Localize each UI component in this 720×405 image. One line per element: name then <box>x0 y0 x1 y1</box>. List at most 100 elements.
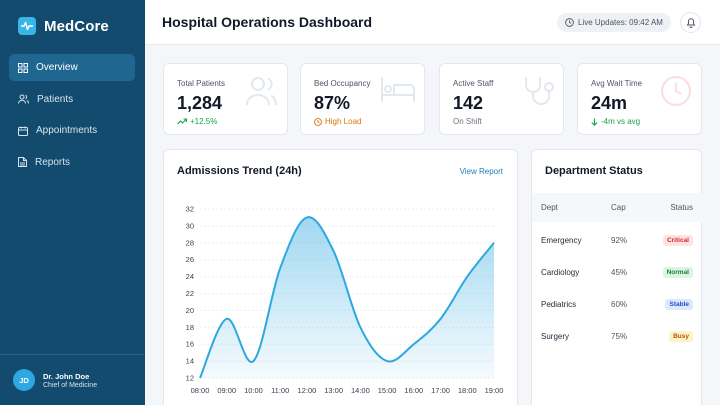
chart-area <box>200 217 494 378</box>
sidebar-item-patients[interactable]: Patients <box>9 86 135 113</box>
view-report-link[interactable]: View Report <box>459 167 503 176</box>
stat-trend: -4m vs avg <box>591 117 640 126</box>
file-icon <box>18 157 27 167</box>
x-tick-label: 11:00 <box>271 386 289 395</box>
users-icon <box>18 94 29 104</box>
stat-value: 24m <box>591 93 628 113</box>
admissions-chart-card: Admissions Trend (24h) View Report 12 14 1… <box>163 149 518 405</box>
user-role: Chief of Medicine <box>43 381 98 389</box>
status-badge: Stable <box>665 298 693 310</box>
x-tick-label: 09:00 <box>217 386 236 395</box>
table-row[interactable]: Cardiology 45% Normal <box>532 256 703 288</box>
x-tick-label: 15:00 <box>378 386 397 395</box>
stat-sub: High Load <box>325 117 362 126</box>
notifications-button[interactable] <box>680 12 701 33</box>
table-row[interactable]: Surgery 75% Busy <box>532 320 703 352</box>
x-tick-label: 19:00 <box>485 386 504 395</box>
x-tick-label: 12:00 <box>298 386 317 395</box>
y-tick-label: 12 <box>186 374 194 383</box>
sidebar-nav: Overview Patients Appointments Reports <box>9 54 135 180</box>
chart-title: Admissions Trend (24h) <box>177 165 302 177</box>
header: Hospital Operations Dashboard Live Updat… <box>145 0 720 45</box>
y-tick-label: 30 <box>186 221 194 230</box>
x-tick-label: 17:00 <box>431 386 450 395</box>
trend-up-icon <box>177 118 187 125</box>
table-row[interactable]: Pediatrics 60% Stable <box>532 288 703 320</box>
stat-sub: On Shift <box>453 117 482 126</box>
status-badge: Normal <box>662 266 693 278</box>
y-tick-label: 24 <box>186 272 194 281</box>
user-profile[interactable]: JD Dr. John Doe Chief of Medicine <box>0 354 145 405</box>
bell-icon <box>686 18 695 28</box>
department-status-card: Department Status Dept Cap Status Emerge… <box>531 149 703 405</box>
status-badge: Busy <box>669 330 693 342</box>
sidebar-item-label: Appointments <box>36 125 98 136</box>
stat-label: Bed Occupancy <box>314 79 371 88</box>
stat-card-active-staff: Active Staff 142 On Shift <box>439 63 564 135</box>
sidebar-item-label: Patients <box>37 93 74 105</box>
stethoscope-icon <box>525 77 554 105</box>
y-tick-label: 14 <box>186 357 194 366</box>
dept-name: Pediatrics <box>541 299 577 309</box>
brand-name: MedCore <box>44 17 109 35</box>
dept-cap: 60% <box>611 299 628 309</box>
x-tick-label: 16:00 <box>404 386 423 395</box>
stat-label: Active Staff <box>453 79 494 88</box>
dept-cap: 75% <box>611 331 628 341</box>
x-tick-label: 13:00 <box>324 386 343 395</box>
page-title: Hospital Operations Dashboard <box>162 14 373 30</box>
y-tick-label: 28 <box>186 238 194 247</box>
table-row[interactable]: Emergency 92% Critical <box>532 224 703 256</box>
user-name: Dr. John Doe <box>43 371 90 381</box>
y-tick-label: 26 <box>186 255 194 264</box>
sidebar: MedCore Overview Patients Appointments R… <box>0 0 145 405</box>
column-header-cap: Cap <box>611 203 626 212</box>
y-tick-label: 20 <box>186 306 194 315</box>
stat-sub: -4m vs avg <box>601 117 641 126</box>
users-icon <box>246 77 277 106</box>
arrow-down-icon <box>591 118 598 126</box>
stat-value: 142 <box>453 93 484 113</box>
stat-value: 1,284 <box>177 93 223 113</box>
dept-name: Emergency <box>541 235 582 245</box>
calendar-icon <box>18 126 28 136</box>
stat-card-total-patients: Total Patients 1,284 +12.5% <box>163 63 288 135</box>
table-header: Dept Cap Status <box>532 193 703 222</box>
stat-status: High Load <box>314 117 361 126</box>
brand[interactable]: MedCore <box>18 17 109 35</box>
x-tick-label: 14:00 <box>351 386 370 395</box>
dept-cap: 92% <box>611 235 628 245</box>
column-header-dept: Dept <box>541 203 558 212</box>
admissions-chart: 12 14 16 18 20 22 24 26 28 30 32 08:00 09:00 10:00 11… <box>186 205 504 396</box>
stat-card-avg-wait-time: Avg Wait Time 24m -4m vs avg <box>577 63 702 135</box>
y-tick-label: 22 <box>186 289 194 298</box>
clock-icon <box>565 18 574 27</box>
stat-label: Total Patients <box>177 79 226 88</box>
clock-icon <box>660 75 692 107</box>
chart-line <box>199 216 495 379</box>
sidebar-item-label: Overview <box>36 62 78 73</box>
dept-name: Surgery <box>541 331 570 341</box>
department-status-title: Department Status <box>545 165 643 177</box>
sidebar-item-label: Reports <box>35 156 71 168</box>
stat-value: 87% <box>314 93 351 113</box>
sidebar-item-appointments[interactable]: Appointments <box>9 117 135 144</box>
sidebar-item-reports[interactable]: Reports <box>9 149 135 176</box>
dept-name: Cardiology <box>541 267 580 277</box>
clock-icon <box>314 117 322 126</box>
live-updates-badge: Live Updates: 09:42 AM <box>557 13 671 32</box>
x-tick-label: 10:00 <box>244 386 263 395</box>
stat-card-bed-occupancy: Bed Occupancy 87% High Load <box>300 63 425 135</box>
dept-cap: 45% <box>611 267 628 277</box>
pulse-icon <box>18 17 36 35</box>
avatar: JD <box>13 369 35 391</box>
column-header-status: Status <box>670 203 693 212</box>
x-tick-label: 08:00 <box>191 386 210 395</box>
y-tick-label: 18 <box>186 323 194 332</box>
sidebar-item-overview[interactable]: Overview <box>9 54 135 81</box>
stat-sub: +12.5% <box>190 117 218 126</box>
y-tick-label: 16 <box>186 340 194 349</box>
grid-icon <box>18 62 28 73</box>
status-badge: Critical <box>662 234 693 246</box>
y-tick-label: 32 <box>186 205 194 214</box>
